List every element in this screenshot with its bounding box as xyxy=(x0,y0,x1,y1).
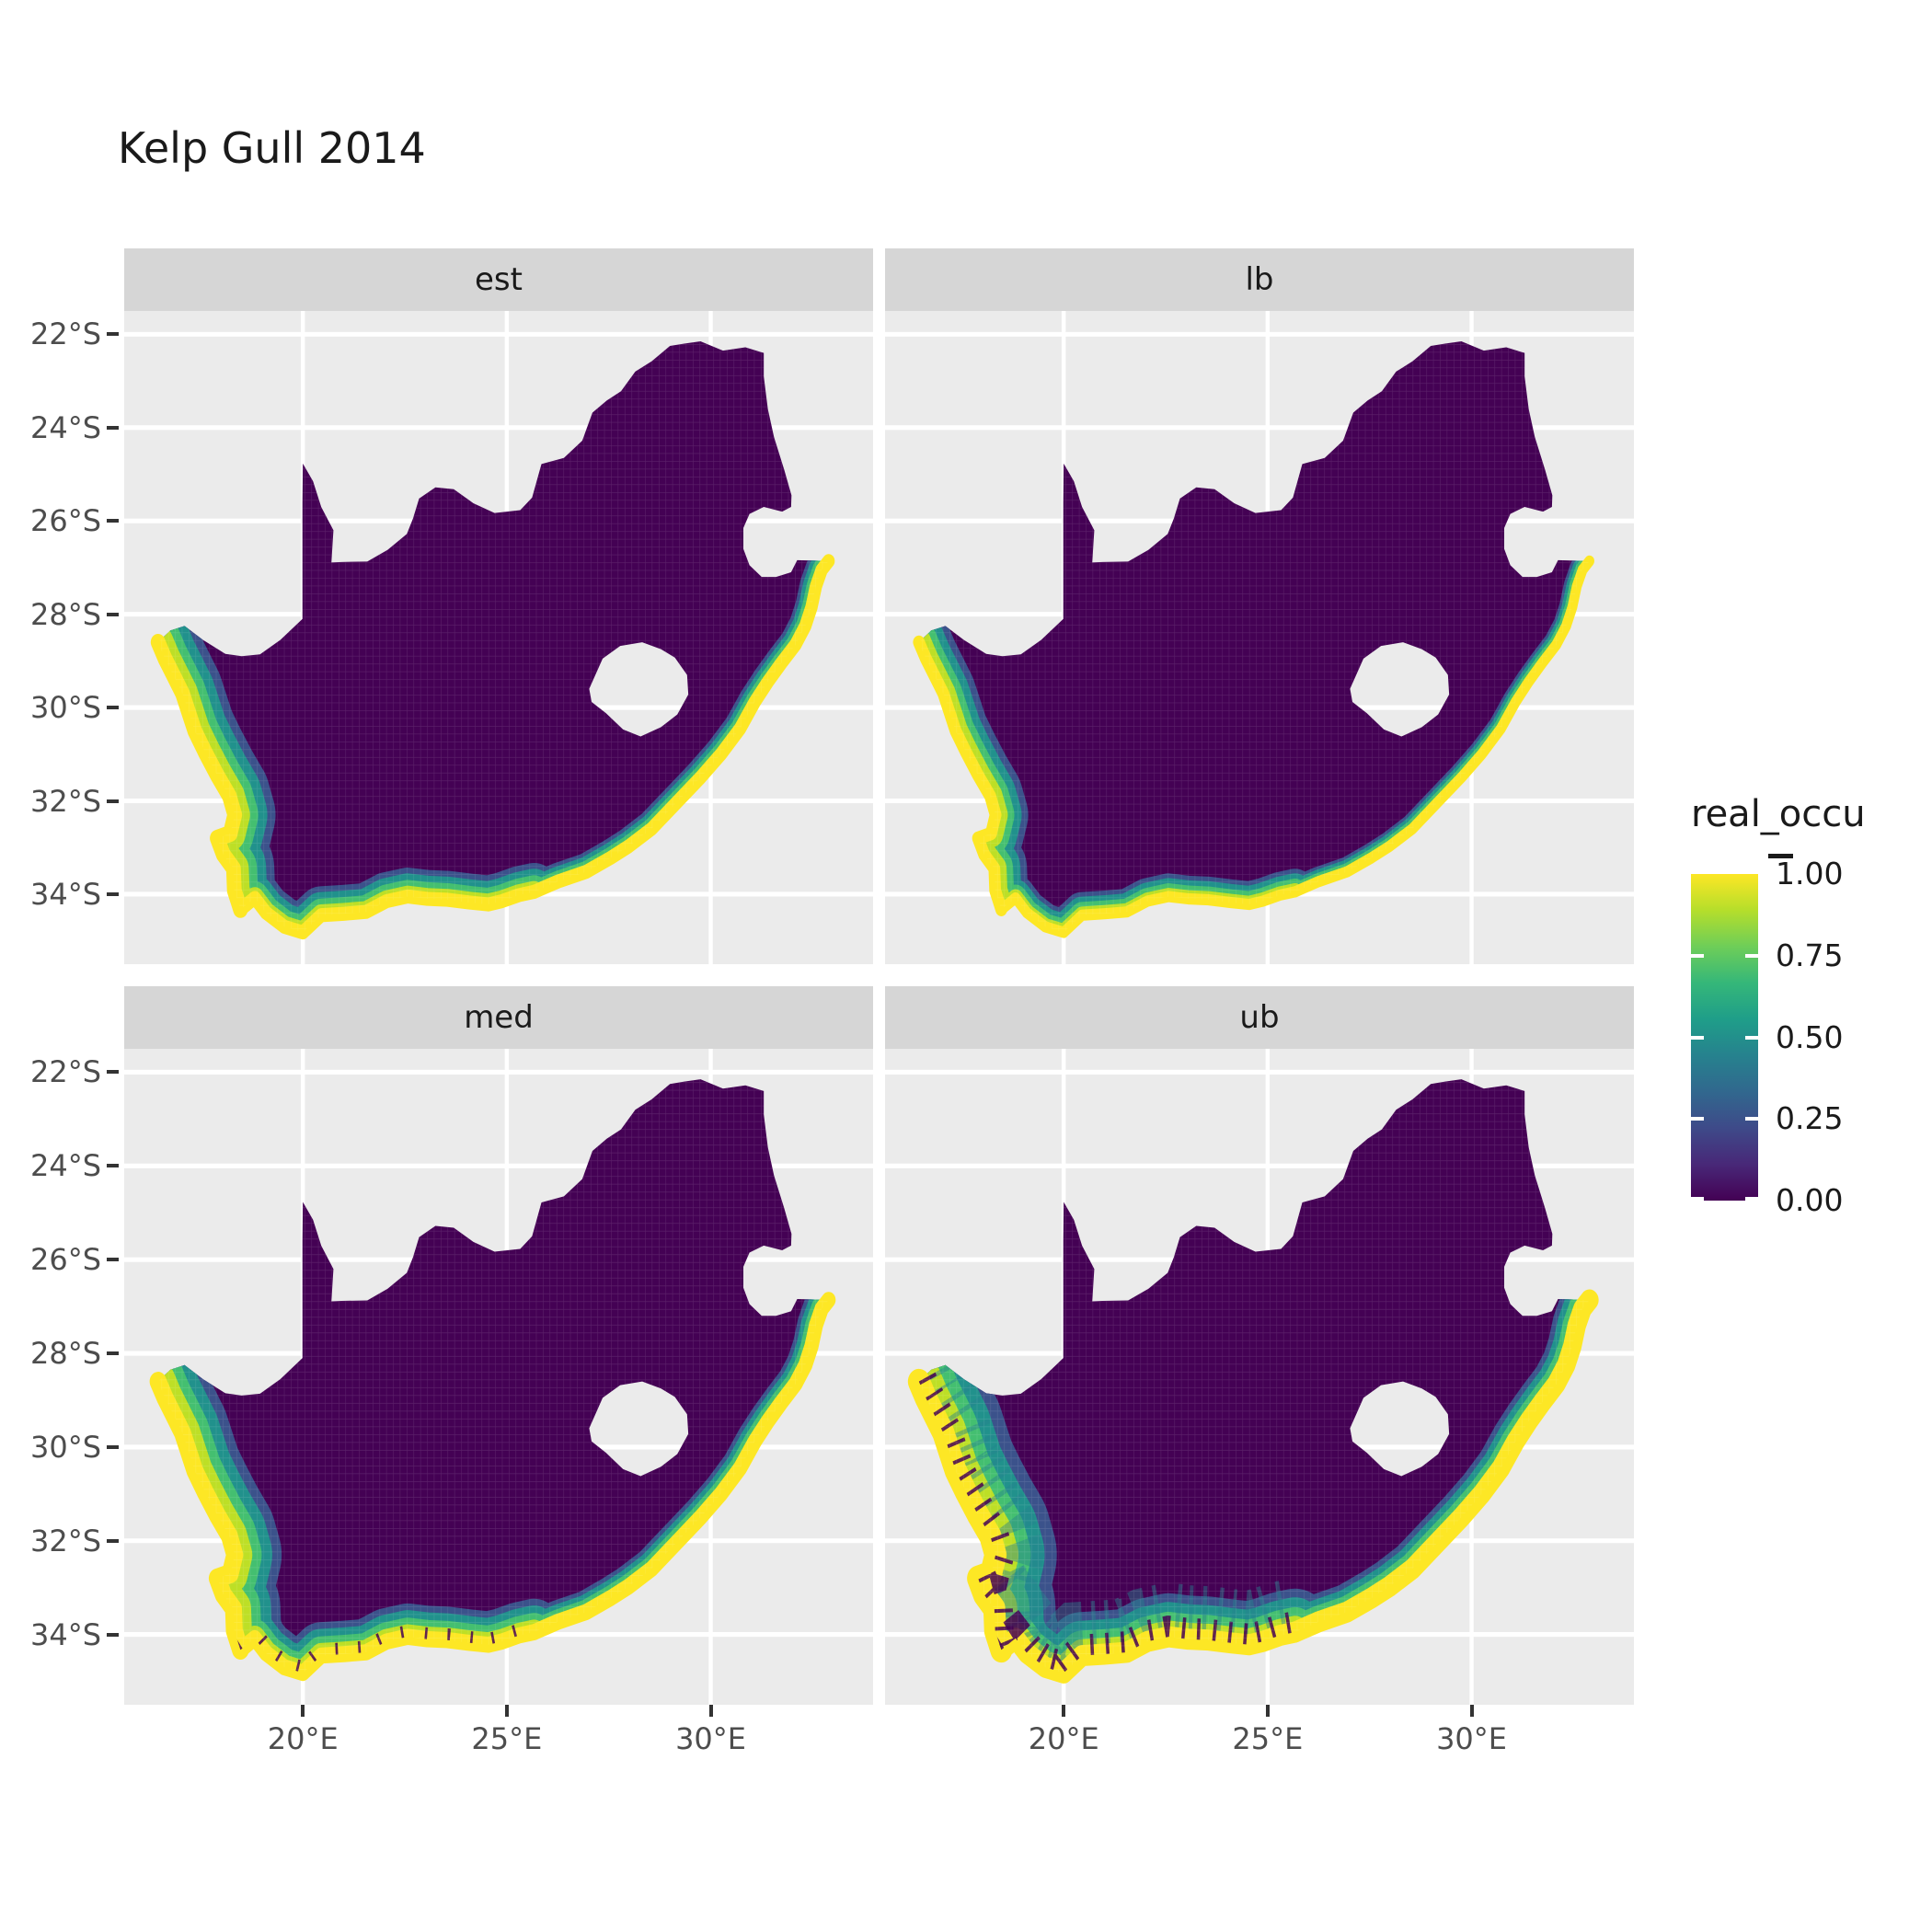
facet-strip-label: ub xyxy=(1239,999,1280,1036)
x-axis-label: 25°E xyxy=(471,1721,543,1756)
legend-title: real_occu xyxy=(1691,793,1866,835)
legend-label: 1.00 xyxy=(1776,856,1844,891)
legend-label: 0.00 xyxy=(1776,1182,1844,1218)
legend-tick xyxy=(1745,1035,1758,1040)
y-axis-label: 22°S xyxy=(29,316,101,352)
x-axis-tick xyxy=(504,1705,509,1717)
x-axis-label: 20°E xyxy=(1028,1721,1099,1756)
y-axis-label: 24°S xyxy=(29,409,101,445)
legend-tick xyxy=(1745,953,1758,958)
y-axis-tick xyxy=(107,799,119,803)
y-axis-tick xyxy=(107,612,119,616)
legend-label: 0.50 xyxy=(1776,1018,1844,1055)
y-axis-tick xyxy=(107,1351,119,1356)
legend-tick xyxy=(1691,1117,1704,1121)
y-axis-label: 22°S xyxy=(29,1054,101,1090)
x-axis-tick xyxy=(1265,1705,1270,1717)
y-axis-label: 32°S xyxy=(29,1523,101,1558)
raster-cell-grid xyxy=(918,1079,1590,1673)
y-axis-tick xyxy=(107,1538,119,1543)
x-axis-label: 20°E xyxy=(267,1721,339,1756)
legend-label: 0.75 xyxy=(1776,937,1844,973)
plot-title: Kelp Gull 2014 xyxy=(118,123,426,173)
x-axis-tick xyxy=(1062,1705,1066,1717)
y-axis-tick xyxy=(107,1632,119,1637)
y-axis-label: 30°S xyxy=(29,1429,101,1465)
y-axis-label: 34°S xyxy=(29,876,101,912)
y-axis-tick xyxy=(107,1258,119,1262)
facet-strip-label: est xyxy=(475,261,523,298)
y-axis-label: 32°S xyxy=(29,783,101,819)
raster-cell-grid xyxy=(918,340,1590,933)
y-axis-label: 28°S xyxy=(29,1336,101,1372)
y-axis-tick xyxy=(107,891,119,896)
legend-tick xyxy=(1691,1035,1704,1040)
map-panel-est xyxy=(124,311,873,964)
y-axis-label: 30°S xyxy=(29,690,101,726)
y-axis-tick xyxy=(107,425,119,430)
x-axis-tick xyxy=(1469,1705,1474,1717)
legend-tick xyxy=(1691,1197,1704,1202)
map-panel-med xyxy=(124,1049,873,1705)
legend-top-tick xyxy=(1768,854,1793,858)
facet-strip-label: med xyxy=(464,999,534,1036)
map-panel-lb xyxy=(885,311,1634,964)
y-axis-label: 34°S xyxy=(29,1616,101,1652)
facet-strip-ub: ub xyxy=(885,986,1634,1049)
y-axis-tick xyxy=(107,332,119,337)
facet-strip-med: med xyxy=(124,986,873,1049)
y-axis-tick xyxy=(107,1444,119,1449)
y-axis-tick xyxy=(107,1164,119,1168)
x-axis-label: 30°E xyxy=(1436,1721,1507,1756)
y-axis-label: 26°S xyxy=(29,1242,101,1278)
y-axis-label: 26°S xyxy=(29,503,101,539)
y-axis-tick xyxy=(107,706,119,710)
facet-strip-label: lb xyxy=(1245,261,1274,298)
map-panel-ub xyxy=(885,1049,1634,1705)
facet-strip-lb: lb xyxy=(885,248,1634,311)
x-axis-tick xyxy=(708,1705,713,1717)
y-axis-label: 28°S xyxy=(29,596,101,632)
legend-tick xyxy=(1745,1197,1758,1202)
x-axis-tick xyxy=(301,1705,305,1717)
x-axis-label: 25°E xyxy=(1232,1721,1304,1756)
legend-tick xyxy=(1745,1117,1758,1121)
y-axis-tick xyxy=(107,1070,119,1075)
y-axis-tick xyxy=(107,519,119,523)
legend-tick xyxy=(1691,953,1704,958)
raster-cell-grid xyxy=(157,1079,829,1673)
facet-strip-est: est xyxy=(124,248,873,311)
x-axis-label: 30°E xyxy=(675,1721,746,1756)
raster-cell-grid xyxy=(157,340,829,933)
y-axis-label: 24°S xyxy=(29,1148,101,1184)
legend-label: 0.25 xyxy=(1776,1100,1844,1137)
